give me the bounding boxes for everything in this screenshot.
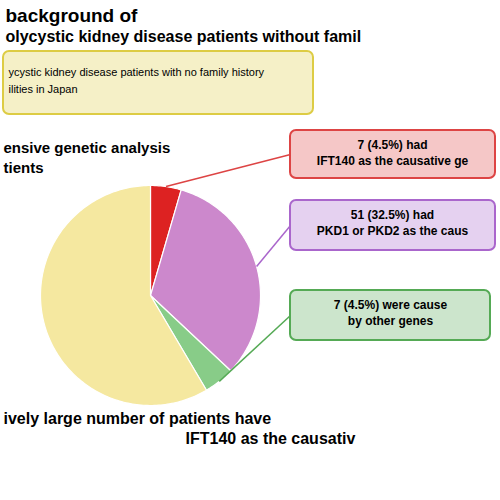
svg-text:ively large number of patients: ively large number of patients have [4,410,272,427]
svg-text:51 (32.5%) had: 51 (32.5%) had [351,208,434,222]
svg-text:7 (4.5%) had: 7 (4.5%) had [357,138,427,152]
svg-text:IFT140 as the causative ge: IFT140 as the causative ge [317,154,469,168]
svg-text:tients: tients [4,159,44,176]
svg-text:ilities in Japan: ilities in Japan [9,83,78,95]
svg-text:background of: background of [6,5,139,26]
svg-text:7 (4.5%) were cause: 7 (4.5%) were cause [334,298,448,312]
svg-text:PKD1 or PKD2 as the caus: PKD1 or PKD2 as the caus [317,224,469,238]
svg-text:olycystic kidney disease patie: olycystic kidney disease patients withou… [6,28,362,45]
svg-text:ensive genetic analysis: ensive genetic analysis [4,139,171,156]
svg-text:IFT140 as the causativ: IFT140 as the causativ [186,430,356,447]
svg-text:ycystic kidney disease patient: ycystic kidney disease patients with no … [9,66,265,78]
svg-text:by other genes: by other genes [348,314,434,328]
